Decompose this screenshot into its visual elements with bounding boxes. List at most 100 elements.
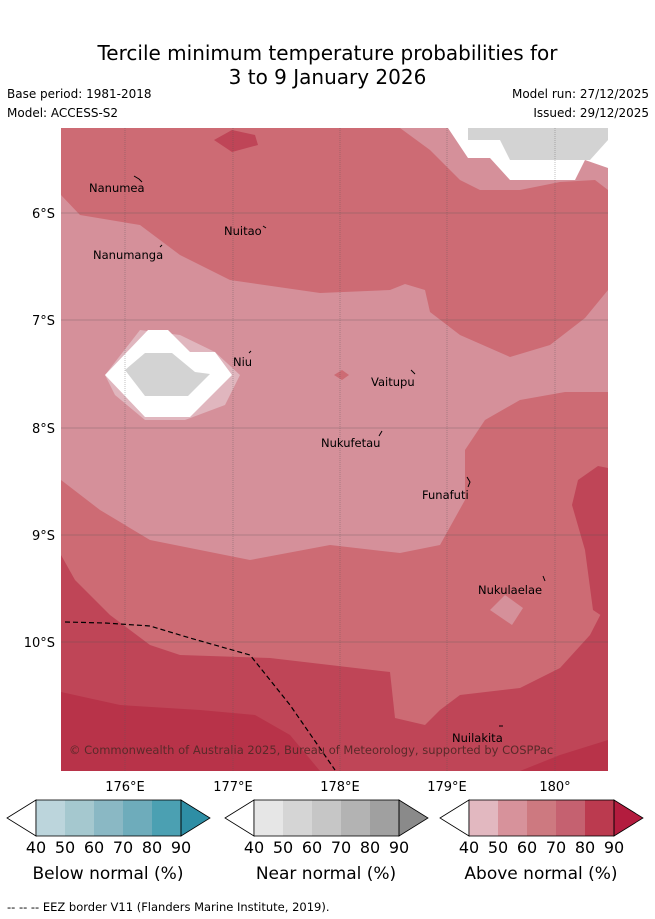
colorbar-below-normal-bin-70 xyxy=(123,800,152,836)
colorbar-near-normal-tick: 80 xyxy=(360,838,380,857)
longitude-labels: 176°E 177°E 178°E 179°E 180° xyxy=(105,780,570,795)
colorbar-label-above-normal: Above normal (%) xyxy=(464,864,618,884)
colorbar-above-normal-bin-40 xyxy=(469,800,498,836)
above-normal-80-90-zone-southeast xyxy=(520,740,608,771)
colorbar-below-normal-tick: 50 xyxy=(55,838,75,857)
place-labels: Nanumea Nuitao Nanumanga Niu Vaitupu Nuk… xyxy=(89,181,542,745)
colorbar-label-near-normal: Near normal (%) xyxy=(255,864,397,884)
label-nanumea: Nanumea xyxy=(89,181,145,195)
island-nuitao-mark xyxy=(262,225,267,229)
colorbar-near-normal-tick: 60 xyxy=(302,838,322,857)
eez-border xyxy=(64,621,336,771)
lon-label-176e: 176°E xyxy=(105,780,145,795)
copyright-notice: © Commonwealth of Australia 2025, Bureau… xyxy=(69,743,553,757)
colorbar-near-normal-bin-80 xyxy=(370,800,399,836)
island-nanumea-mark xyxy=(133,175,143,183)
colorbar-near-normal-bin-60 xyxy=(312,800,341,836)
lon-label-178e: 178°E xyxy=(320,780,360,795)
colorbar-above-normal-bin-50 xyxy=(498,800,527,836)
colorbar-above-normal-tick: 50 xyxy=(488,838,508,857)
eez-footer-note: -- -- -- EEZ border V11 (Flanders Marine… xyxy=(7,900,330,914)
colorbar-above-normal: 40 50 60 70 80 90 xyxy=(439,799,644,857)
graticule xyxy=(61,128,608,771)
lon-label-180: 180° xyxy=(539,780,570,795)
colorbar-above-normal-bin-80 xyxy=(585,800,614,836)
colorbar-legends: 40 50 60 70 80 90 40 50 60 70 80 90 40 50 60 70 80 90 xyxy=(6,799,644,857)
label-nukulaelae: Nukulaelae xyxy=(478,583,542,597)
colorbar-near-normal-tick: 90 xyxy=(389,838,409,857)
colorbar-below-normal-extend-high xyxy=(180,799,211,837)
model-run: Model run: 27/12/2025 xyxy=(511,87,649,101)
map-title-line2: 3 to 9 January 2026 xyxy=(228,65,427,89)
colorbar-near-normal-bin-70 xyxy=(341,800,370,836)
colorbar-label-below-normal: Below normal (%) xyxy=(32,864,184,884)
lon-label-179e: 179°E xyxy=(427,780,467,795)
colorbar-near-normal-frame xyxy=(253,799,400,837)
label-nukufetau: Nukufetau xyxy=(321,436,380,450)
label-niu: Niu xyxy=(233,355,252,369)
lat-label-6s: 6°S xyxy=(32,207,55,222)
colorbar-above-normal-tick: 40 xyxy=(459,838,479,857)
colorbar-above-normal-tick: 60 xyxy=(517,838,537,857)
colorbar-above-normal-tick: 70 xyxy=(546,838,566,857)
issued-date: Issued: 29/12/2025 xyxy=(533,106,649,120)
island-vaitupu-mark xyxy=(410,369,416,375)
island-nukulaelae-mark xyxy=(542,575,546,582)
above-normal-patch-vaitupu xyxy=(334,370,349,380)
colorbar-below-normal: 40 50 60 70 80 90 xyxy=(6,799,211,857)
model-name: Model: ACCESS-S2 xyxy=(7,106,119,120)
colorbar-below-normal-frame xyxy=(35,799,182,837)
colorbar-above-normal-bin-70 xyxy=(556,800,585,836)
colorbar-near-normal-tick: 50 xyxy=(273,838,293,857)
island-nanumanga-mark xyxy=(159,244,163,248)
colorbar-near-normal-extend-low xyxy=(224,799,255,837)
above-normal-70-80-zone-east xyxy=(572,466,608,620)
colorbar-above-normal-tick: 80 xyxy=(575,838,595,857)
colorbar-below-normal-extend-low xyxy=(6,799,37,837)
lat-label-9s: 9°S xyxy=(32,529,55,544)
latitude-labels: 6°S 7°S 8°S 9°S 10°S xyxy=(24,207,55,651)
colorbar-near-normal: 40 50 60 70 80 90 xyxy=(224,799,429,857)
colorbar-above-normal-frame xyxy=(468,799,615,837)
colorbar-above-normal-bin-60 xyxy=(527,800,556,836)
map-title-line1: Tercile minimum temperature probabilitie… xyxy=(97,41,558,65)
colorbar-near-normal-tick: 40 xyxy=(244,838,264,857)
colorbar-below-normal-bin-40 xyxy=(36,800,65,836)
colorbar-below-normal-bin-80 xyxy=(152,800,181,836)
near-normal-50-60-zone-north xyxy=(468,128,608,160)
colorbar-below-normal-tick: 70 xyxy=(113,838,133,857)
colorbar-below-normal-tick: 90 xyxy=(171,838,191,857)
colorbar-above-normal-extend-high xyxy=(613,799,644,837)
label-nanumanga: Nanumanga xyxy=(93,248,163,262)
label-vaitupu: Vaitupu xyxy=(371,375,415,389)
lon-label-177e: 177°E xyxy=(213,780,253,795)
base-period: Base period: 1981-2018 xyxy=(7,87,152,101)
island-niu-mark xyxy=(248,350,252,354)
lat-label-10s: 10°S xyxy=(24,636,55,651)
map-fill-layers xyxy=(61,128,608,771)
above-normal-patch-nukulaelae xyxy=(490,595,523,625)
above-normal-80-90-zone-southwest xyxy=(61,692,320,771)
island-nukufetau-mark xyxy=(378,430,383,437)
colorbar-above-normal-tick: 90 xyxy=(604,838,624,857)
lat-label-8s: 8°S xyxy=(32,422,55,437)
colorbar-below-normal-tick: 60 xyxy=(84,838,104,857)
colorbar-near-normal-extend-high xyxy=(398,799,429,837)
near-normal-50-60-zone-niu xyxy=(125,353,210,396)
above-normal-patch-north xyxy=(214,130,258,152)
colorbar-near-normal-bin-40 xyxy=(254,800,283,836)
colorbar-below-normal-bin-60 xyxy=(94,800,123,836)
colorbar-near-normal-tick: 70 xyxy=(331,838,351,857)
island-funafuti-mark xyxy=(466,476,471,488)
colorbar-below-normal-tick: 80 xyxy=(142,838,162,857)
label-funafuti: Funafuti xyxy=(422,488,469,502)
colorbar-below-normal-tick: 40 xyxy=(26,838,46,857)
island-outlines xyxy=(133,175,546,727)
label-nuilakita: Nuilakita xyxy=(452,731,503,745)
lat-label-7s: 7°S xyxy=(32,314,55,329)
colorbar-near-normal-bin-50 xyxy=(283,800,312,836)
above-normal-50-60-zone-central xyxy=(61,195,608,560)
label-nuitao: Nuitao xyxy=(224,224,262,238)
colorbar-above-normal-extend-low xyxy=(439,799,470,837)
